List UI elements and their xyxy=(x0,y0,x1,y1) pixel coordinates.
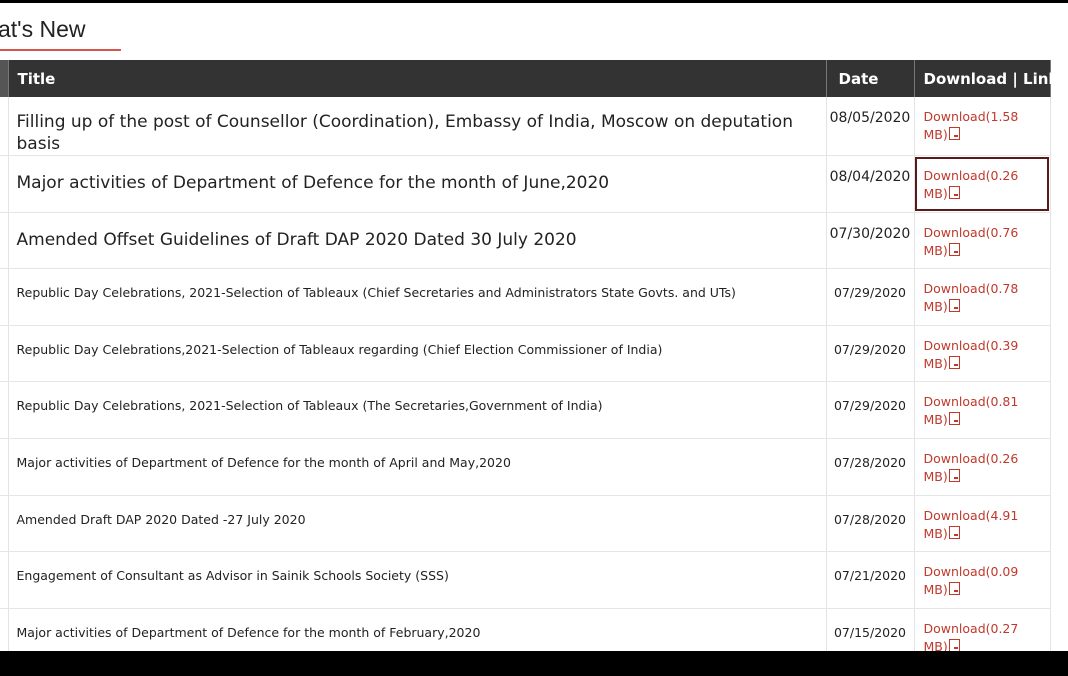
row-date: 08/04/2020 xyxy=(826,155,915,213)
download-link[interactable]: Download(0.27 MB) xyxy=(923,620,1019,651)
row-date: 07/30/2020 xyxy=(826,212,915,270)
pdf-file-icon xyxy=(948,638,960,651)
row-title: Republic Day Celebrations,2021-Selection… xyxy=(8,325,827,383)
header-download: Download | Link xyxy=(914,60,1058,97)
download-link[interactable]: Download(0.09 MB) xyxy=(923,564,1019,598)
bottom-black-bar xyxy=(0,651,1068,676)
row-title: Engagement of Consultant as Advisor in S… xyxy=(8,551,827,609)
row-date: 07/29/2020 xyxy=(826,268,915,326)
table-row: Major activities of Department of Defenc… xyxy=(0,155,1051,213)
pdf-file-icon xyxy=(948,355,960,369)
whats-new-table: Title Date Download | Link Filling up of… xyxy=(0,60,1058,651)
section-heading: at's New xyxy=(0,16,86,42)
download-link[interactable]: Download(1.58 MB) xyxy=(923,109,1019,142)
header-date: Date xyxy=(826,60,915,97)
pdf-file-icon xyxy=(948,127,960,140)
row-date: 07/15/2020 xyxy=(826,608,915,651)
download-link[interactable]: Download(0.81 MB) xyxy=(923,394,1019,428)
pdf-file-icon xyxy=(948,582,960,596)
table-row: Republic Day Celebrations,2021-Selection… xyxy=(0,325,1051,383)
row-title: Amended Offset Guidelines of Draft DAP 2… xyxy=(8,212,827,270)
download-link[interactable]: Download(0.26 MB) xyxy=(923,450,1019,484)
pdf-file-icon xyxy=(948,242,960,256)
row-title: Major activities of Department of Defenc… xyxy=(8,438,827,496)
row-title: Republic Day Celebrations, 2021-Selectio… xyxy=(8,381,827,439)
page: at's New Title Date Download | Link Fill… xyxy=(0,3,1068,651)
download-link[interactable]: Download(0.76 MB) xyxy=(923,224,1019,258)
table-row: Republic Day Celebrations, 2021-Selectio… xyxy=(0,381,1051,439)
download-link[interactable]: Download(0.78 MB) xyxy=(923,281,1019,315)
table-row: Engagement of Consultant as Advisor in S… xyxy=(0,551,1051,609)
pdf-file-icon xyxy=(948,412,960,426)
pdf-file-icon xyxy=(948,525,960,539)
row-date: 07/21/2020 xyxy=(826,551,915,609)
row-title: Republic Day Celebrations, 2021-Selectio… xyxy=(8,268,827,326)
pdf-file-icon xyxy=(948,299,960,313)
heading-underline xyxy=(0,49,121,51)
table-row: Amended Offset Guidelines of Draft DAP 2… xyxy=(0,212,1051,270)
table-row: Amended Draft DAP 2020 Dated -27 July 20… xyxy=(0,495,1051,553)
row-title: Major activities of Department of Defenc… xyxy=(8,155,827,213)
table-row: Major activities of Department of Defenc… xyxy=(0,608,1051,651)
row-date: 07/29/2020 xyxy=(826,325,915,383)
row-date: 07/28/2020 xyxy=(826,495,915,553)
download-link[interactable]: Download(0.26 MB) xyxy=(923,168,1019,201)
table-row: Filling up of the post of Counsellor (Co… xyxy=(0,97,1051,156)
header-cut-cell xyxy=(0,60,9,97)
highlighted-download-cell: Download(0.26 MB) xyxy=(914,155,1051,213)
table-row: Major activities of Department of Defenc… xyxy=(0,438,1051,496)
pdf-file-icon xyxy=(948,186,960,199)
download-link[interactable]: Download(0.39 MB) xyxy=(923,337,1019,371)
row-date: 07/28/2020 xyxy=(826,438,915,496)
row-title: Major activities of Department of Defenc… xyxy=(8,608,827,651)
pdf-file-icon xyxy=(948,468,960,482)
row-date: 07/29/2020 xyxy=(826,381,915,439)
row-date: 08/05/2020 xyxy=(826,97,915,156)
table-header-row: Title Date Download | Link xyxy=(0,60,1058,97)
row-title: Filling up of the post of Counsellor (Co… xyxy=(8,97,827,156)
header-title: Title xyxy=(8,60,827,97)
download-link[interactable]: Download(4.91 MB) xyxy=(923,507,1019,541)
row-title: Amended Draft DAP 2020 Dated -27 July 20… xyxy=(8,495,827,553)
table-row: Republic Day Celebrations, 2021-Selectio… xyxy=(0,268,1051,326)
